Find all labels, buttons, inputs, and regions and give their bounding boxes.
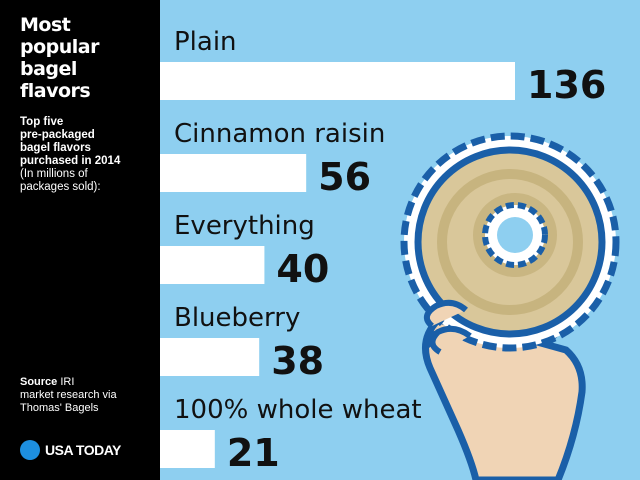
- chart-subtitle: Top five pre-packaged bagel flavors purc…: [20, 116, 121, 167]
- category-label: Everything: [174, 211, 315, 241]
- category-label: Blueberry: [174, 303, 300, 333]
- category-label: Cinnamon raisin: [174, 119, 385, 149]
- bar: [160, 62, 515, 100]
- bar: [160, 154, 307, 192]
- value-label: 21: [227, 431, 280, 475]
- source-label: Source: [20, 376, 58, 388]
- bar: [160, 430, 215, 468]
- fingers-icon: [423, 299, 472, 355]
- sidebar: Most popular bagel flavors Top five pre-…: [0, 0, 160, 480]
- bagel-icon: [400, 132, 620, 352]
- logo-dot-icon: [20, 440, 40, 460]
- category-label: Plain: [174, 27, 237, 57]
- bar: [160, 338, 260, 376]
- value-label: 56: [318, 155, 371, 199]
- value-label: 40: [276, 247, 329, 291]
- logo-text: USA TODAY: [45, 442, 121, 458]
- bar: [160, 246, 265, 284]
- chart-title: Most popular bagel flavors: [20, 14, 100, 102]
- source-text: IRI market research via Thomas' Bagels: [20, 376, 117, 414]
- category-label: 100% whole wheat: [174, 395, 422, 425]
- value-label: 38: [271, 339, 324, 383]
- source-note: Source IRI market research via Thomas' B…: [20, 376, 160, 415]
- value-label: 136: [527, 63, 606, 107]
- chart-units-note: (In millions of packages sold):: [20, 168, 101, 193]
- hand-holding-bagel-illustration: [400, 132, 620, 480]
- usa-today-logo: USA TODAY: [20, 440, 121, 460]
